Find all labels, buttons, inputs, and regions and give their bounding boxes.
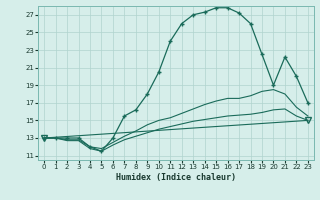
X-axis label: Humidex (Indice chaleur): Humidex (Indice chaleur) [116, 173, 236, 182]
